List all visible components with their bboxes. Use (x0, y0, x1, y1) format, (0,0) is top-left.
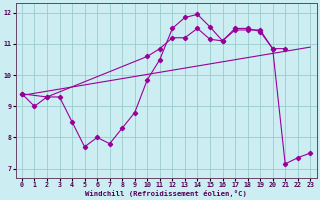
X-axis label: Windchill (Refroidissement éolien,°C): Windchill (Refroidissement éolien,°C) (85, 190, 247, 197)
